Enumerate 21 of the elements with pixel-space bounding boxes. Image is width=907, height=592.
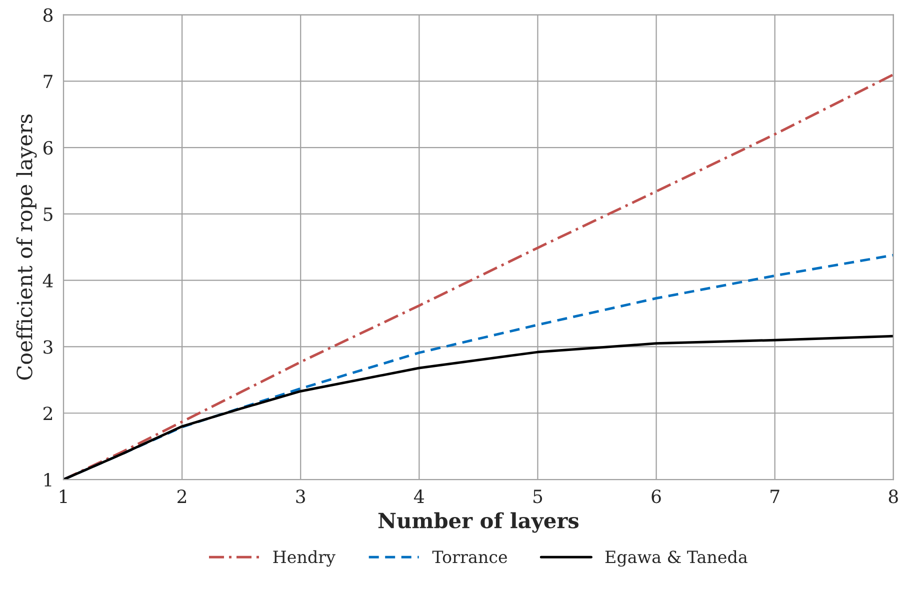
legend-label: Torrance	[432, 550, 508, 564]
x-tick-label: 5	[534, 490, 542, 504]
x-tick-label: 3	[296, 490, 306, 504]
x-tick-label: 1	[60, 490, 67, 503]
x-tick-label: 4	[414, 490, 424, 503]
y-tick-label: 4	[42, 274, 53, 288]
y-tick-label: 5	[44, 208, 52, 222]
y-tick-label: 3	[44, 340, 52, 354]
x-tick-label: 2	[178, 490, 186, 503]
x-axis-title: Number of layers	[378, 512, 579, 533]
y-tick-label: 6	[43, 141, 53, 155]
y-tick-label: 8	[43, 8, 53, 22]
y-axis-title: Coefficient of rope layers	[16, 114, 37, 380]
y-tick-label: 2	[44, 406, 52, 420]
legend-label: Hendry	[273, 550, 336, 567]
x-tick-label: 6	[652, 490, 661, 504]
y-tick-label: 7	[44, 74, 52, 88]
x-tick-label: 8	[888, 490, 898, 504]
x-tick-label: 7	[770, 490, 780, 503]
y-tick-label: 1	[44, 472, 52, 486]
legend-label: Egawa & Taneda	[605, 550, 748, 567]
